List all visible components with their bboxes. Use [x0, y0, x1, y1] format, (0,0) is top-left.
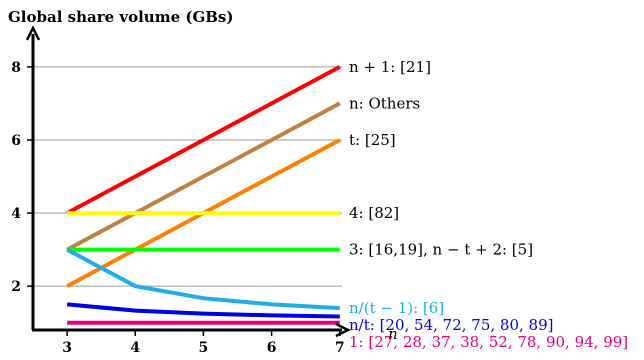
x-tick-label: 5	[199, 340, 209, 356]
series-line-1	[66, 65, 341, 215]
x-tick-label: 6	[267, 340, 277, 356]
x-tick-label: 4	[130, 340, 140, 356]
series-label-2: n: Others	[349, 94, 420, 112]
chart-title: Global share volume (GBs)	[8, 8, 233, 26]
x-tick-label: 3	[62, 340, 72, 356]
series-line-2	[66, 101, 341, 252]
series-label-7: n/t: [20, 54, 72, 75, 80, 89]	[349, 316, 553, 334]
axes	[25, 25, 351, 338]
x-tick-label: 7	[335, 340, 345, 356]
series-label-1: n + 1: [21]	[349, 58, 431, 76]
series-labels: n + 1: [21] n: Others t: [25] 4: [82] 3: [16…	[349, 58, 628, 351]
series-line-6	[66, 247, 340, 311]
gridlines	[33, 66, 342, 287]
series-label-3: t: [25]	[349, 131, 396, 149]
series-line-7	[66, 302, 340, 319]
y-tick-label: 4	[11, 206, 21, 222]
series-label-8: 1: [27, 28, 37, 38, 52, 78, 90, 94, 99]	[349, 333, 628, 351]
x-ticks: 3 4 5 6 7	[62, 330, 345, 356]
series-lines	[66, 65, 341, 325]
y-axis-arrow	[25, 25, 41, 41]
y-tick-label: 2	[11, 279, 21, 295]
y-ticks: 2 4 6 8	[11, 60, 33, 295]
series-label-5: 3: [16,19], n − t + 2: [5]	[349, 241, 533, 259]
series-label-4: 4: [82]	[349, 204, 399, 222]
y-tick-label: 8	[11, 60, 21, 76]
series-label-6: n/(t − 1): [6]	[349, 299, 444, 317]
y-tick-label: 6	[11, 133, 21, 149]
x-axis-label: n	[388, 325, 398, 343]
